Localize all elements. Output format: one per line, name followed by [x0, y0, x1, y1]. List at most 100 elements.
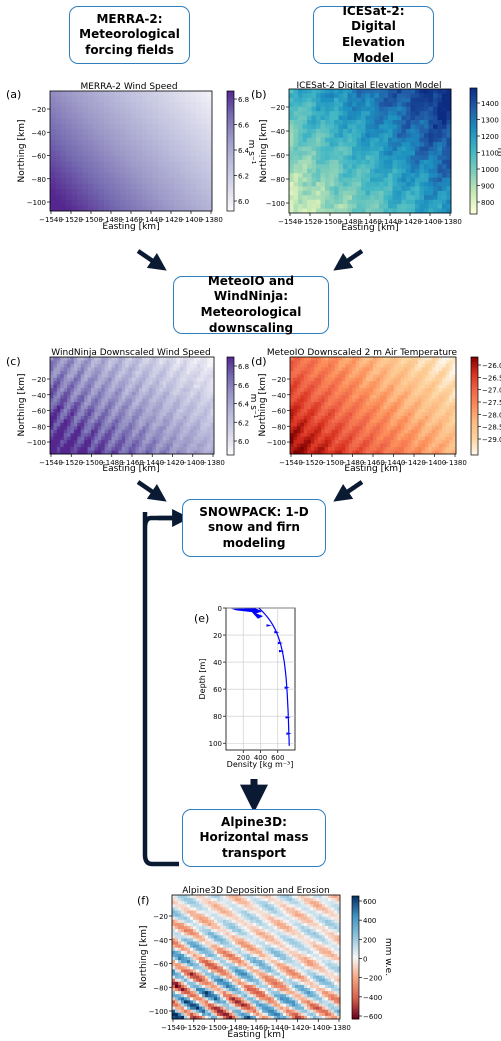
map-cell [324, 381, 329, 386]
map-cell [341, 370, 346, 375]
x-tick-label: −1540 [39, 459, 63, 467]
map-cell [300, 419, 305, 424]
map-cell [433, 142, 438, 147]
map-cell [362, 360, 367, 365]
map-cell [128, 374, 133, 379]
map-cell [190, 895, 194, 899]
map-cell [135, 391, 140, 396]
map-cell [176, 388, 181, 393]
map-cell [314, 433, 319, 438]
map-cell [442, 367, 447, 372]
map-cell [179, 450, 184, 455]
map-cell [118, 360, 123, 365]
map-cell [193, 388, 198, 393]
map-cell [169, 363, 174, 368]
map-cell [445, 447, 450, 451]
map-cell [70, 367, 75, 372]
map-cell [300, 412, 305, 417]
map-cell [452, 443, 457, 448]
map-cell [128, 436, 133, 441]
map-cell [206, 118, 213, 125]
map-cell [324, 422, 329, 427]
map-cell [176, 398, 181, 403]
map-cell [125, 443, 129, 448]
map-cell [63, 391, 68, 396]
map-cell [397, 419, 402, 424]
map-cell [414, 422, 419, 427]
map-cell [87, 107, 94, 114]
map-cell [334, 204, 339, 209]
map-cell [283, 895, 287, 899]
panel-d-title: MeteoIO Downscaled 2 m Air Temperature [267, 348, 458, 358]
map-cell [179, 381, 184, 386]
map-cell [131, 189, 137, 196]
map-cell [91, 370, 95, 375]
map-cell [442, 155, 447, 161]
colorbar-segment [227, 115, 234, 118]
map-cell [121, 377, 126, 382]
map-cell [50, 363, 54, 368]
map-cell [321, 440, 325, 444]
map-cell [404, 374, 408, 379]
map-cell [63, 415, 68, 420]
y-tick-label: −80 [271, 423, 286, 431]
map-cell [374, 177, 380, 183]
map-cell [406, 93, 411, 99]
colorbar-segment [471, 373, 478, 376]
map-cell [433, 186, 438, 192]
map-cell [386, 374, 391, 379]
map-cell [87, 405, 92, 410]
map-cell [452, 381, 457, 386]
map-cell [136, 134, 143, 141]
map-cell [400, 429, 405, 434]
map-cell [296, 370, 301, 375]
colorbar-segment [227, 173, 234, 176]
map-cell [334, 190, 339, 196]
map-cell [162, 429, 167, 434]
map-cell [71, 183, 78, 190]
map-cell [345, 415, 350, 420]
map-cell [376, 388, 381, 393]
map-cell [414, 374, 419, 379]
map-cell [352, 190, 357, 196]
map-cell [417, 374, 422, 379]
map-cell [296, 377, 301, 382]
map-cell [159, 395, 164, 399]
map-cell [60, 101, 67, 108]
map-cell [388, 159, 393, 165]
map-cell [445, 422, 450, 427]
panel-d-xlabel: Easting [km] [344, 464, 401, 474]
map-cell [328, 395, 332, 399]
map-cell [174, 194, 180, 201]
map-cell [361, 151, 366, 156]
map-cell [87, 140, 94, 146]
map-cell [352, 182, 357, 187]
map-cell [174, 200, 180, 206]
map-cell [50, 123, 56, 130]
map-cell [290, 419, 294, 424]
map-cell [173, 447, 177, 451]
map-cell [379, 151, 384, 156]
map-cell [424, 367, 429, 372]
map-cell [80, 440, 85, 444]
map-cell [201, 107, 207, 114]
map-cell [366, 360, 370, 365]
map-cell [390, 384, 395, 389]
map-cell [347, 93, 353, 99]
map-cell [104, 172, 110, 179]
map-cell [356, 186, 362, 192]
map-cell [417, 402, 422, 406]
map-cell [419, 208, 425, 214]
map-cell [149, 415, 153, 420]
map-cell [63, 408, 68, 413]
map-cell [419, 115, 425, 121]
map-cell [393, 443, 398, 448]
map-cell [431, 440, 436, 444]
map-cell [310, 377, 315, 382]
map-cell [397, 422, 402, 427]
map-cell [414, 408, 419, 413]
map-cell [442, 398, 447, 403]
map-cell [329, 182, 335, 187]
map-cell [168, 172, 175, 179]
map-cell [53, 412, 58, 417]
